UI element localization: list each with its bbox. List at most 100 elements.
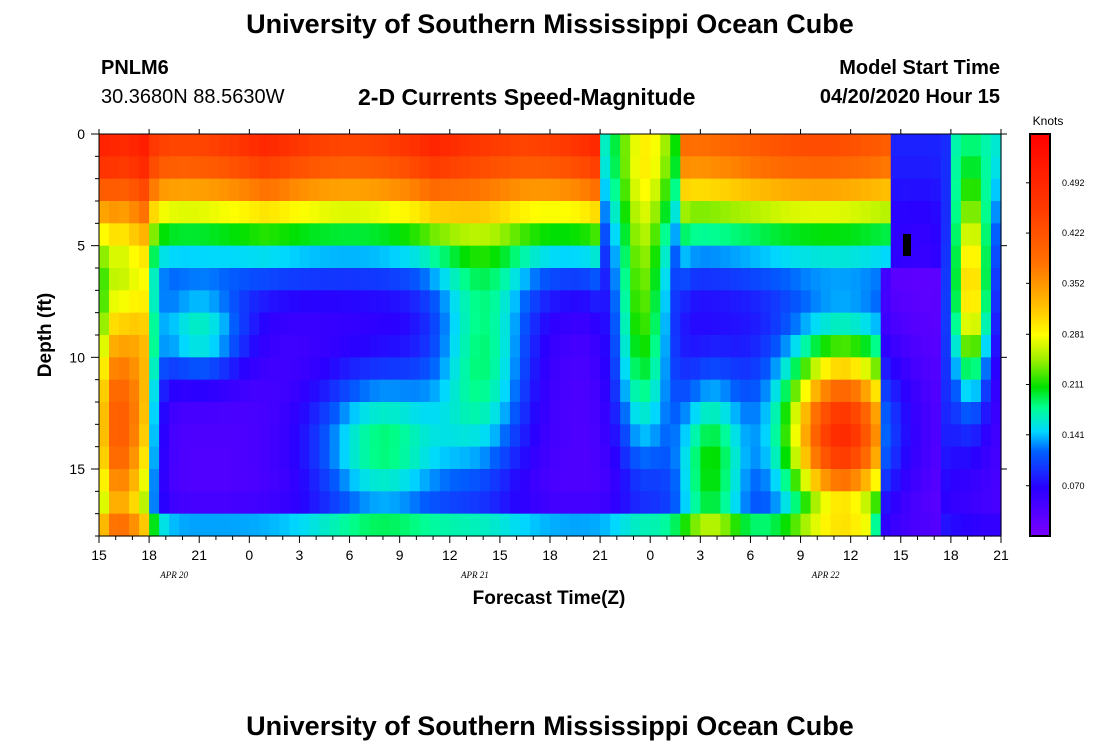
heat-cell	[650, 268, 661, 291]
heat-cell	[670, 402, 681, 425]
heat-cell	[119, 513, 130, 537]
heat-cell	[770, 312, 782, 336]
heat-cell	[910, 469, 922, 492]
heat-cell	[449, 424, 461, 448]
heat-cell	[179, 201, 190, 224]
heat-cell	[149, 513, 160, 537]
y-tick-label: 10	[69, 349, 85, 365]
heat-cell	[519, 201, 531, 224]
heat-cell	[179, 469, 190, 492]
heat-cell	[580, 335, 591, 358]
heat-cell	[319, 379, 331, 403]
heat-cell	[710, 245, 721, 269]
heat-cell	[229, 513, 240, 537]
heat-cell	[570, 513, 581, 537]
heat-cell	[940, 335, 952, 358]
heat-cell	[299, 201, 311, 224]
heat-cell	[399, 357, 411, 381]
heat-cell	[860, 312, 872, 336]
heat-cell	[439, 402, 451, 425]
heat-cell	[960, 469, 972, 492]
heat-cell	[760, 446, 772, 470]
heat-cell	[539, 223, 551, 247]
heat-cell	[359, 491, 371, 515]
heat-cell	[469, 134, 481, 157]
heat-cell	[740, 156, 752, 180]
heat-cell	[710, 513, 721, 537]
heat-cell	[229, 290, 240, 314]
heat-cell	[289, 201, 301, 224]
heat-cell	[810, 335, 822, 358]
heat-cell	[830, 156, 842, 180]
heat-cell	[159, 290, 170, 314]
heat-cell	[810, 223, 822, 247]
heat-cell	[159, 335, 170, 358]
heat-cell	[529, 268, 541, 291]
heat-cell	[419, 357, 431, 381]
heat-cell	[760, 469, 772, 492]
heat-cell	[329, 156, 341, 180]
heat-cell	[560, 223, 571, 247]
heat-cell	[159, 513, 170, 537]
heat-cell	[850, 424, 862, 448]
heat-cell	[580, 268, 591, 291]
heat-cell	[980, 357, 992, 381]
heat-cell	[660, 290, 671, 314]
heat-cell	[249, 245, 260, 269]
heat-cell	[209, 134, 220, 157]
heat-cell	[650, 513, 661, 537]
heat-cell	[149, 156, 160, 180]
heat-cell	[329, 469, 341, 492]
heat-cell	[760, 134, 772, 157]
heat-cell	[289, 446, 301, 470]
heat-cell	[529, 357, 541, 381]
heat-cell	[109, 446, 120, 470]
heat-cell	[950, 134, 962, 157]
x-tick-label: 9	[797, 547, 805, 563]
heat-cell	[550, 201, 561, 224]
heat-cell	[800, 312, 812, 336]
heat-cell	[920, 201, 932, 224]
heat-cell	[820, 402, 832, 425]
heat-cell	[560, 491, 571, 515]
heat-cell	[850, 223, 862, 247]
heat-cell	[329, 178, 341, 202]
heat-cell	[550, 491, 561, 515]
heat-cell	[970, 268, 982, 291]
heat-cell	[710, 223, 721, 247]
heat-cell	[359, 446, 371, 470]
heat-cell	[349, 223, 361, 247]
heat-cell	[660, 357, 671, 381]
heat-cell	[740, 402, 752, 425]
heat-cell	[119, 134, 130, 157]
heat-cell	[780, 402, 792, 425]
heat-cell	[880, 402, 892, 425]
heat-cell	[870, 178, 882, 202]
heat-cell	[680, 290, 691, 314]
heat-cell	[399, 379, 411, 403]
heat-cell	[590, 156, 601, 180]
heat-cell	[289, 379, 301, 403]
heat-cell	[670, 245, 681, 269]
heat-cell	[139, 357, 150, 381]
heat-cell	[610, 446, 621, 470]
colorbar-tick-label: 0.141	[1062, 430, 1085, 440]
heat-cell	[830, 513, 842, 537]
heat-cell	[600, 268, 611, 291]
heat-cell	[690, 446, 701, 470]
heat-cell	[750, 156, 762, 180]
heat-cell	[259, 335, 270, 358]
heat-cell	[229, 134, 240, 157]
heat-cell	[299, 245, 311, 269]
heat-cell	[970, 424, 982, 448]
heat-cell	[279, 290, 291, 314]
heat-cell	[129, 201, 140, 224]
heat-cell	[99, 335, 110, 358]
heat-cell	[890, 156, 902, 180]
heat-cell	[960, 379, 972, 403]
heat-cell	[980, 424, 992, 448]
heat-cell	[289, 469, 301, 492]
heat-cell	[459, 245, 471, 269]
heat-cell	[189, 491, 200, 515]
heat-cell	[529, 513, 541, 537]
